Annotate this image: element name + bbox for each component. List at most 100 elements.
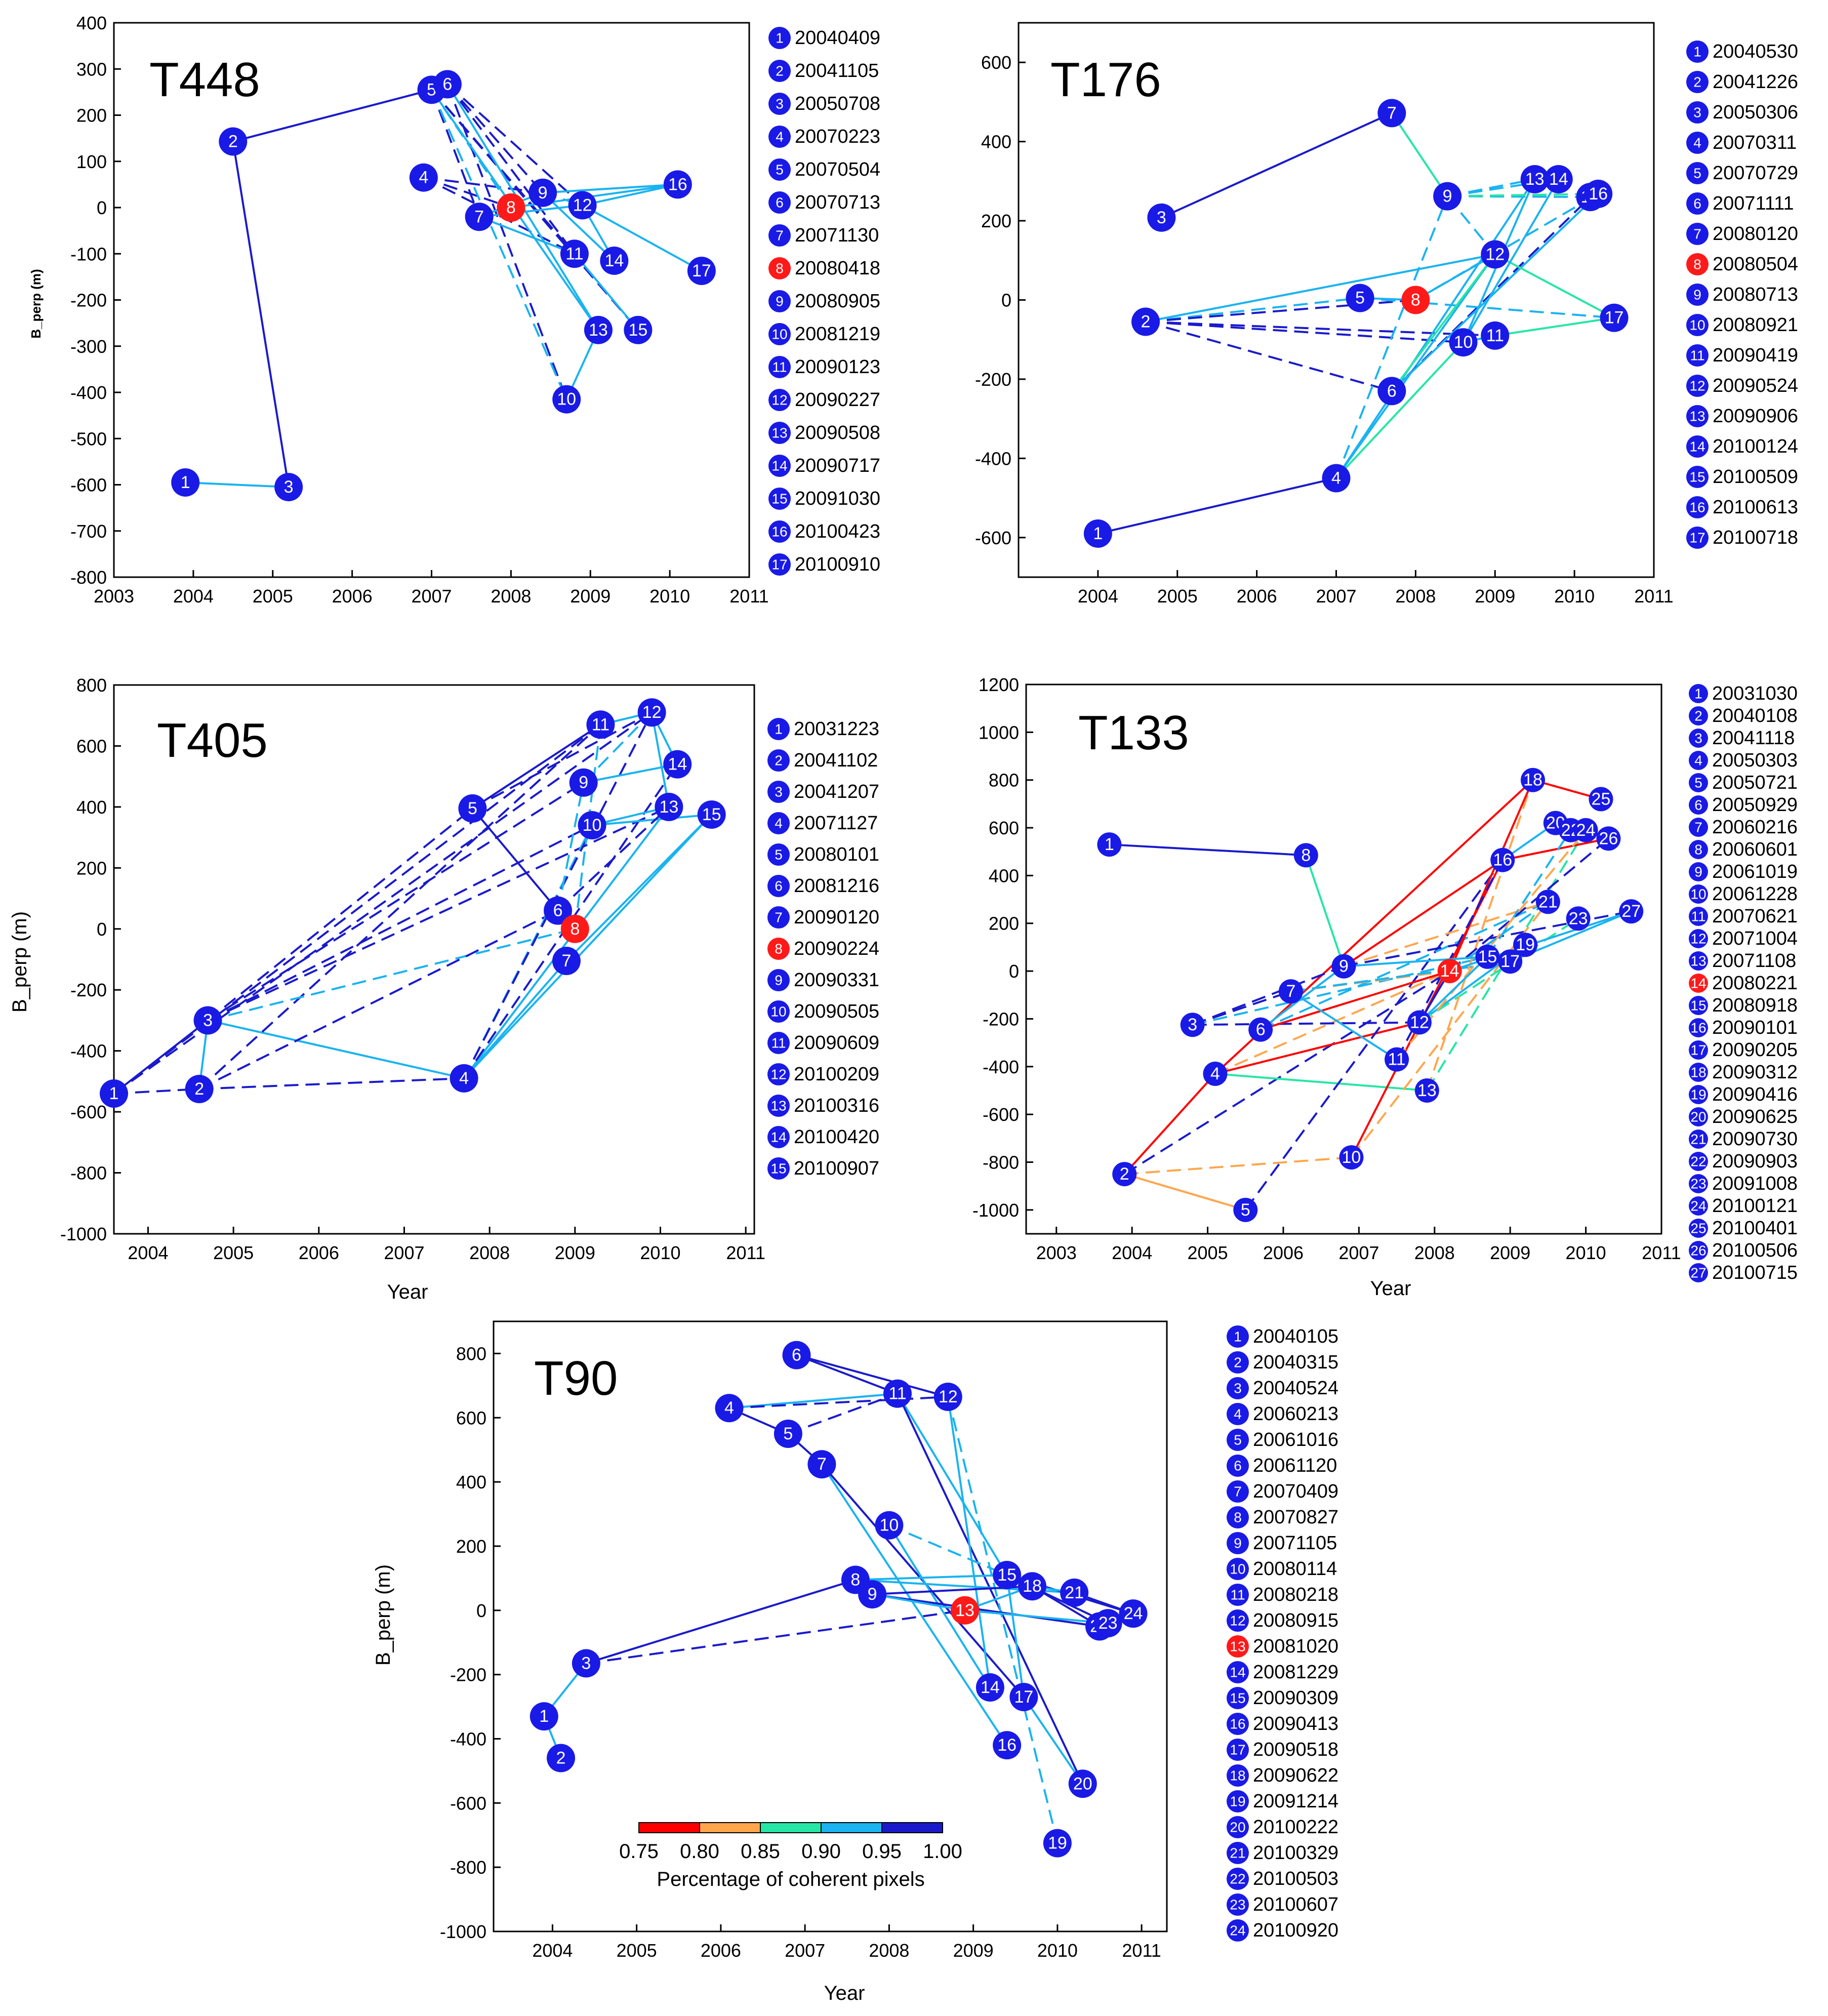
- legend-date: 20061228: [1712, 883, 1798, 905]
- interferogram-edge: [1494, 316, 1614, 337]
- node-label: 12: [939, 1387, 958, 1406]
- legend-entry: 2 20041102: [767, 749, 878, 772]
- legend-number: 13: [770, 1098, 786, 1114]
- y-axis-label: B_perp (m): [9, 911, 31, 1013]
- legend-number: 3: [1693, 105, 1701, 120]
- y-tick-label: 600: [989, 818, 1019, 838]
- legend-number: 20: [1230, 1820, 1245, 1835]
- legend-entry: 11 20070621: [1689, 906, 1798, 927]
- legend-entry: 9 20061019: [1689, 861, 1798, 882]
- legend-number: 2: [1693, 74, 1701, 90]
- y-tick-label: 0: [97, 197, 107, 218]
- x-tick-label: 2008: [869, 1940, 909, 1961]
- legend-entry: 17 20090518: [1227, 1739, 1338, 1761]
- node-marker: [1449, 328, 1478, 357]
- legend-marker: [768, 27, 791, 49]
- y-tick-label: 1200: [979, 674, 1019, 695]
- node-marker: [1147, 203, 1176, 232]
- acquisition-node: 13: [584, 315, 613, 344]
- node-label: 6: [553, 901, 563, 920]
- node-marker: [1131, 307, 1160, 336]
- legend-marker: [1689, 1152, 1708, 1171]
- interferogram-edge: [1124, 1156, 1352, 1176]
- legend-entry: 3 20050708: [768, 93, 880, 115]
- interferogram-edge: [557, 782, 585, 911]
- interferogram-edge: [1123, 1073, 1216, 1175]
- legend-entry: 26 20100506: [1689, 1240, 1798, 1261]
- x-tick-label: 2004: [1112, 1242, 1152, 1263]
- node-label: 4: [1331, 468, 1341, 488]
- legend-number: 15: [1690, 998, 1706, 1014]
- acquisition-node: 14: [663, 750, 692, 779]
- legend-number: 26: [1690, 1243, 1706, 1259]
- interferogram-edge: [1215, 1072, 1428, 1092]
- legend-entry: 9 20090331: [767, 969, 879, 991]
- node-marker: [1589, 787, 1613, 812]
- colorbar-bin: [881, 1822, 943, 1833]
- legend-number: 9: [1693, 287, 1701, 303]
- reference-acquisition-node: 8: [1401, 286, 1430, 314]
- node-marker: [600, 246, 629, 275]
- acquisition-node: 10: [1339, 1145, 1364, 1170]
- legend-number: 21: [1230, 1845, 1245, 1861]
- legend-number: 1: [1234, 1329, 1242, 1345]
- legend-date: 20090609: [794, 1032, 879, 1054]
- legend-entry: 10 20081219: [768, 323, 880, 345]
- interferogram-edge: [872, 1593, 965, 1611]
- legend-entry: 18 20090312: [1689, 1062, 1798, 1083]
- reference-acquisition-node: 14: [1437, 959, 1462, 984]
- legend-marker: [1227, 1919, 1249, 1942]
- edge-group: [1098, 112, 1615, 535]
- legend-entry: 16 20100613: [1686, 496, 1798, 518]
- legend-entry: 1 20031030: [1689, 683, 1798, 704]
- node-marker: [1584, 179, 1613, 208]
- node-label: 7: [474, 207, 484, 226]
- legend-entry: 27 20100715: [1689, 1262, 1798, 1283]
- legend-number: 17: [771, 557, 787, 573]
- interferogram-edge: [1391, 193, 1599, 392]
- legend-number: 15: [1230, 1690, 1245, 1706]
- y-tick-label: -400: [450, 1728, 486, 1749]
- node-label: 13: [659, 797, 678, 817]
- legend-marker: [767, 938, 790, 960]
- legend-number: 5: [1694, 775, 1702, 791]
- y-tick-label: 400: [989, 865, 1019, 886]
- node-label: 2: [1120, 1164, 1129, 1184]
- node-marker: [1521, 768, 1546, 792]
- legend-marker: [767, 969, 790, 991]
- legend-date: 20090508: [795, 422, 880, 443]
- date-legend: 1 20031223 2 20041102 3 20041207 4 20071127 5 200…: [767, 718, 879, 1180]
- interferogram-edge: [855, 1574, 1007, 1581]
- legend-number: 4: [1694, 753, 1702, 769]
- legend-number: 1: [1694, 686, 1702, 702]
- x-tick-label: 2005: [253, 586, 293, 607]
- interferogram-edge: [1145, 320, 1392, 392]
- legend-marker: [768, 422, 791, 444]
- acquisition-node: 15: [624, 315, 653, 344]
- acquisition-node: 1: [1083, 519, 1112, 548]
- legend-date: 20040524: [1253, 1378, 1338, 1399]
- legend-date: 20061120: [1253, 1455, 1337, 1476]
- node-label: 18: [1023, 1577, 1042, 1596]
- interferogram-edge: [1335, 341, 1464, 479]
- interferogram-edge: [1448, 779, 1534, 972]
- legend-date: 20090730: [1712, 1128, 1798, 1150]
- acquisition-node: 12: [568, 191, 597, 220]
- legend-entry: 13 20090508: [768, 422, 880, 444]
- date-legend: 1 20040105 2 20040315 3 20040524 4 20060213 5 200…: [1227, 1325, 1338, 1942]
- legend-date: 20060213: [1253, 1403, 1338, 1425]
- legend-marker: [767, 1126, 790, 1148]
- colorbar-bin: [821, 1822, 882, 1833]
- node-marker: [1600, 303, 1629, 332]
- interferogram-edge: [1449, 837, 1609, 972]
- x-axis-label: Year: [824, 1982, 865, 2004]
- legend-entry: 15 20080918: [1689, 995, 1798, 1016]
- node-label: 21: [1065, 1583, 1084, 1602]
- acquisition-node: 1: [100, 1079, 128, 1108]
- legend-entry: 23 20091008: [1689, 1173, 1798, 1194]
- legend-marker: [1686, 71, 1709, 93]
- node-marker: [578, 811, 606, 840]
- interferogram-edge: [796, 1354, 898, 1395]
- legend-number: 10: [1690, 886, 1706, 902]
- node-marker: [1346, 284, 1374, 312]
